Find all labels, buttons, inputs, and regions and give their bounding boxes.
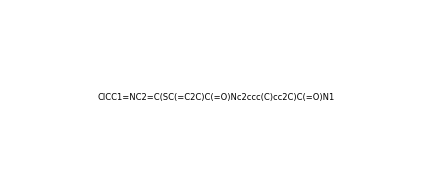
Text: ClCC1=NC2=C(SC(=C2C)C(=O)Nc2ccc(C)cc2C)C(=O)N1: ClCC1=NC2=C(SC(=C2C)C(=O)Nc2ccc(C)cc2C)C… [98, 93, 335, 102]
